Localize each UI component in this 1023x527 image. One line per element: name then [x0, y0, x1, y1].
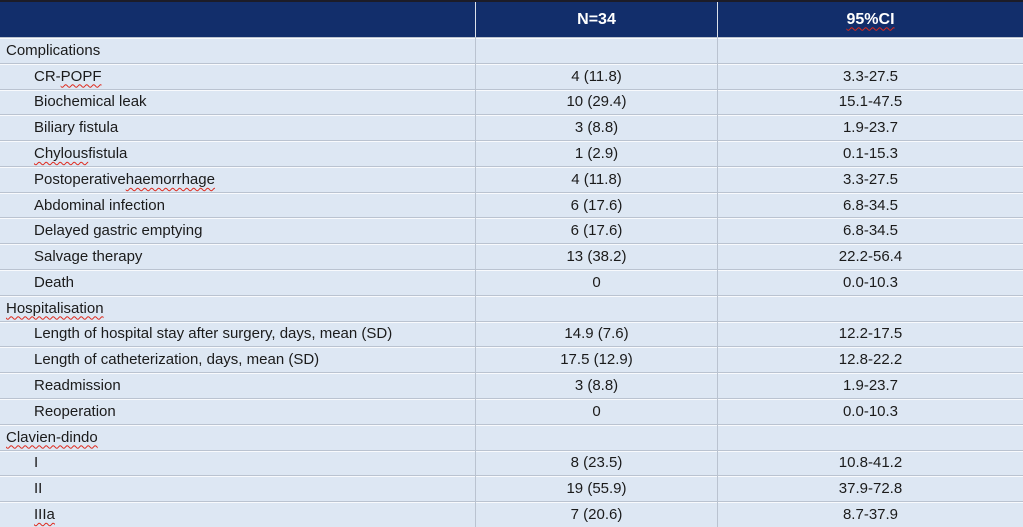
value-n: 7 (20.6) [476, 502, 718, 527]
value-ci: 1.9-23.7 [842, 377, 899, 395]
value-ci: 37.9-72.8 [838, 480, 903, 498]
row-label: Biochemical leak [0, 89, 476, 115]
value-n: 0 [476, 398, 718, 424]
row-label: Abdominal infection [0, 192, 476, 218]
value-ci: 12.2-17.5 [838, 325, 903, 343]
value-n [476, 424, 718, 450]
value-ci: 6.8-34.5 [842, 222, 899, 240]
value-ci: 10.8-41.2 [838, 454, 903, 472]
spellcheck-underline: haemorrhage [125, 170, 215, 188]
table-body: Complications CR- POPF 4 (11.8) 3.3-27.5 Bioc… [0, 37, 1023, 527]
table-row: Abdominal infection 6 (17.6) 6.8-34.5 [0, 191, 1023, 218]
header-cell-empty [0, 2, 476, 37]
value-n: 19 (55.9) [476, 476, 718, 502]
row-label: Delayed gastric emptying [0, 218, 476, 244]
section-row: Clavien-dindo [0, 423, 1023, 450]
row-label: Salvage therapy [0, 244, 476, 270]
value-ci: 22.2-56.4 [838, 248, 903, 266]
value-ci [718, 425, 1023, 450]
spellcheck-underline: Hospitalisation [6, 299, 104, 317]
value-n [476, 295, 718, 321]
spellcheck-underline: POPF [60, 67, 102, 85]
table-row: IIIa 7 (20.6) 8.7-37.9 [0, 501, 1023, 527]
table-row: Reoperation 0 0.0-10.3 [0, 397, 1023, 424]
value-ci: 6.8-34.5 [842, 196, 899, 214]
value-ci: 3.3-27.5 [842, 67, 899, 85]
row-label: Death [0, 270, 476, 295]
value-n: 4 (11.8) [476, 63, 718, 89]
value-n: 0 [476, 270, 718, 295]
spellcheck-underline: Clavien-dindo [6, 428, 98, 446]
value-n: 6 (17.6) [476, 218, 718, 244]
value-ci: 1.9-23.7 [842, 119, 899, 137]
value-ci: 0.0-10.3 [842, 402, 899, 420]
table-row: CR- POPF 4 (11.8) 3.3-27.5 [0, 62, 1023, 89]
value-n: 3 (8.8) [476, 115, 718, 141]
table-row: Biochemical leak 10 (29.4) 15.1-47.5 [0, 88, 1023, 115]
row-label: Reoperation [0, 398, 476, 424]
value-ci: 12.8-22.2 [838, 351, 903, 369]
header-cell-ci: 95%CI [718, 2, 1023, 37]
value-ci: 8.7-37.9 [842, 505, 899, 523]
table-row: Biliary fistula 3 (8.8) 1.9-23.7 [0, 114, 1023, 141]
value-ci: 15.1-47.5 [838, 93, 903, 111]
table-row: Length of hospital stay after surgery, d… [0, 320, 1023, 347]
row-label: Chylous fistula [0, 141, 476, 166]
row-label: I [0, 450, 476, 476]
value-ci: 3.3-27.5 [842, 170, 899, 188]
spellcheck-underline: Chylous [34, 145, 89, 163]
table-row: Salvage therapy 13 (38.2) 22.2-56.4 [0, 243, 1023, 270]
value-n: 1 (2.9) [476, 141, 718, 166]
table-row: Readmission 3 (8.8) 1.9-23.7 [0, 372, 1023, 398]
row-label: Length of hospital stay after surgery, d… [0, 321, 476, 347]
value-n: 3 (8.8) [476, 373, 718, 398]
value-n: 17.5 (12.9) [476, 347, 718, 373]
row-label: Biliary fistula [0, 115, 476, 141]
table-row: Postoperative haemorrhage 4 (11.8) 3.3-27.… [0, 165, 1023, 192]
row-label: IIIa [0, 502, 476, 527]
header-cell-n: N=34 [476, 2, 718, 37]
table-row: Length of catheterization, days, mean (S… [0, 346, 1023, 373]
row-label: Complications [0, 38, 476, 63]
value-n: 13 (38.2) [476, 244, 718, 270]
row-label: Readmission [0, 373, 476, 398]
row-label: Clavien-dindo [0, 424, 476, 450]
value-n: 10 (29.4) [476, 89, 718, 115]
value-ci: 0.1-15.3 [842, 145, 899, 163]
table-row: Death 0 0.0-10.3 [0, 269, 1023, 295]
value-n [476, 38, 718, 63]
table-row: Chylous fistula 1 (2.9) 0.1-15.3 [0, 140, 1023, 166]
table-row: II 19 (55.9) 37.9-72.8 [0, 475, 1023, 502]
row-label: CR- POPF [0, 63, 476, 89]
row-label: Hospitalisation [0, 295, 476, 321]
row-label: Length of catheterization, days, mean (S… [0, 347, 476, 373]
row-label: Postoperative haemorrhage [0, 166, 476, 192]
row-label: II [0, 476, 476, 502]
section-row: Complications [0, 37, 1023, 63]
table-header-row: N=34 95%CI [0, 2, 1023, 37]
value-ci [718, 296, 1023, 321]
spellcheck-underline: IIIa [34, 505, 55, 523]
section-row: Hospitalisation [0, 294, 1023, 321]
value-ci [718, 38, 1023, 63]
value-n: 6 (17.6) [476, 192, 718, 218]
value-n: 14.9 (7.6) [476, 321, 718, 347]
value-ci: 0.0-10.3 [842, 273, 899, 291]
spellcheck-underline: 95%CI [846, 10, 895, 28]
value-n: 4 (11.8) [476, 166, 718, 192]
value-n: 8 (23.5) [476, 450, 718, 476]
table-row: Delayed gastric emptying 6 (17.6) 6.8-34.5 [0, 217, 1023, 244]
